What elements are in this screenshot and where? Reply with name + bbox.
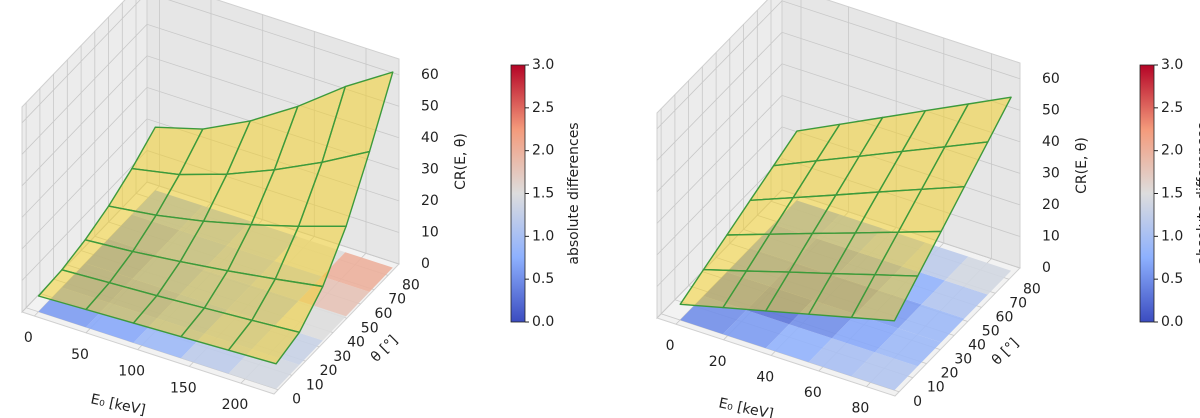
z-tick-label: 0 [1042,260,1051,276]
difference-cell [765,324,832,363]
x-axis-label: E₀ [keV] [717,395,775,418]
x-tick-label: 80 [852,401,870,417]
y-tick-label: 60 [375,306,393,322]
z-tick-label: 60 [1042,71,1060,87]
x-axis-label: E₀ [keV] [89,391,147,418]
grid-line [656,0,1021,130]
difference-cell [228,349,300,389]
difference-cell [832,314,899,353]
surface-patch [850,274,919,322]
x-tick-label: 60 [804,385,822,401]
grid-line [21,0,400,124]
difference-cell [874,328,942,367]
y-tick-label: 50 [361,320,379,336]
y-tick-label: 60 [996,309,1014,325]
z-tick-label: 40 [1042,134,1060,150]
difference-cell [808,338,875,377]
y-axis-label: θ [°] [368,332,401,365]
difference-cell [723,310,790,349]
x-tick-label: 20 [709,354,727,370]
x-tick-label: 150 [170,380,197,396]
y-tick-label: 80 [402,277,420,293]
colorbar-label: absolute differences [566,122,582,264]
colorbar [1139,64,1155,323]
difference-cell [322,252,393,292]
z-tick-label: 50 [421,98,439,114]
y-tick-label: 40 [968,338,986,354]
colorbar [510,64,526,323]
difference-cell [851,352,918,391]
z-tick-label: 20 [1042,197,1060,213]
y-tick-label: 80 [1023,281,1041,297]
y-tick-label: 10 [306,377,324,393]
colorbar-tick-label: 0.5 [1161,271,1183,287]
colorbar-label: absolute differences [1195,122,1200,264]
difference-cell [921,280,988,319]
x-tick-label: 0 [666,338,675,354]
x-tick-label: 40 [756,369,774,385]
y-tick-label: 10 [927,380,945,396]
y-tick-label: 20 [941,366,959,382]
colorbar-tick-label: 2.5 [532,100,554,116]
y-tick-label: 70 [1009,295,1027,311]
colorbar-tick-label: 0.0 [1161,314,1183,330]
colorbar-tick-label: 0.5 [532,271,554,287]
z-tick-label: 10 [421,224,439,240]
y-tick-label: 30 [954,352,972,368]
z-tick-label: 60 [421,67,439,83]
colorbar-tick-label: 1.0 [532,228,554,244]
difference-cell [944,256,1012,295]
colorbar-tick-label: 3.0 [1161,57,1183,73]
x-tick-label: 0 [24,330,33,346]
y-tick-label: 70 [388,292,406,308]
z-tick-label: 50 [1042,102,1060,118]
z-tick-label: 30 [421,161,439,177]
y-tick-label: 0 [292,392,301,408]
z-tick-label: 40 [421,130,439,146]
y-axis-label: θ [°] [989,335,1022,368]
z-tick-label: 0 [421,256,430,272]
y-tick-label: 20 [320,363,338,379]
y-tick-label: 30 [333,349,351,365]
difference-cell [898,304,965,343]
z-axis-label: CR(E, θ) [1074,137,1090,194]
colorbar-tick-label: 2.5 [1161,100,1183,116]
x-tick-label: 50 [71,347,89,363]
grid-line [21,23,400,155]
grid-line [656,31,1021,161]
z-tick-label: 10 [1042,228,1060,244]
y-tick-label: 0 [913,394,922,410]
z-tick-label: 20 [421,193,439,209]
colorbar-tick-label: 1.5 [532,186,554,202]
y-tick-label: 40 [347,335,365,351]
colorbar-tick-label: 0.0 [532,314,554,330]
colorbar-tick-label: 1.0 [1161,228,1183,244]
x-tick-label: 200 [222,397,249,413]
surface-patch [227,319,301,365]
z-tick-label: 30 [1042,165,1060,181]
x-tick-label: 100 [118,364,145,380]
z-axis-label: CR(E, θ) [453,133,469,190]
y-tick-label: 50 [982,323,1000,339]
colorbar-tick-label: 2.0 [532,143,554,159]
colorbar-tick-label: 1.5 [1161,186,1183,202]
colorbar-tick-label: 2.0 [1161,143,1183,159]
colorbar-tick-label: 3.0 [532,57,554,73]
